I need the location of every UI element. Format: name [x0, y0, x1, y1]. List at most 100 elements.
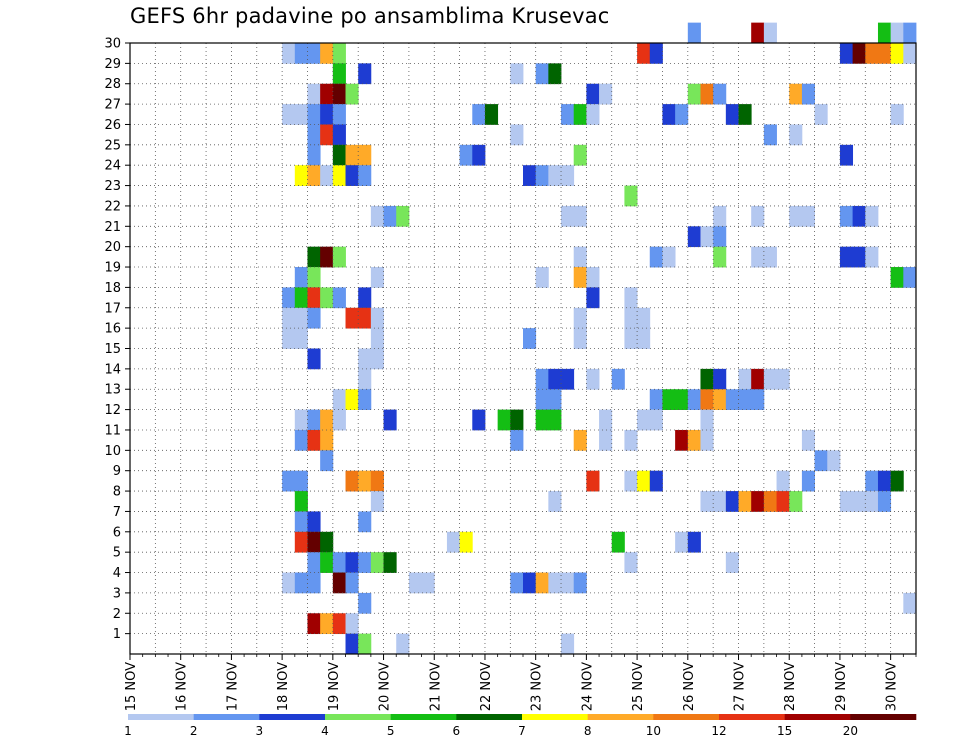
heatmap-cell	[852, 43, 866, 64]
heatmap-cell	[687, 429, 701, 451]
y-tick-label: 13	[104, 383, 121, 398]
heatmap-cell	[383, 552, 397, 573]
heatmap-cell	[713, 83, 727, 105]
heatmap-cell	[307, 409, 321, 431]
heatmap-cell	[535, 63, 549, 85]
heatmap-cell	[789, 124, 803, 146]
heatmap-cell	[294, 43, 308, 64]
heatmap-cell	[713, 368, 727, 390]
y-tick-label: 1	[113, 627, 121, 642]
heatmap-cell	[890, 43, 904, 64]
heatmap-cell	[801, 205, 815, 227]
heatmap-cell	[358, 307, 372, 329]
heatmap-cell	[307, 267, 321, 288]
heatmap-cell	[637, 307, 651, 329]
colorbar-segment	[325, 714, 391, 720]
colorbar-label: 5	[387, 724, 395, 738]
y-tick-label: 28	[104, 77, 121, 92]
heatmap-cell	[307, 613, 321, 635]
heatmap-cell	[586, 368, 600, 390]
heatmap-cell	[738, 491, 752, 512]
heatmap-cell	[865, 43, 879, 64]
heatmap-cell	[370, 348, 384, 370]
heatmap-cell	[307, 511, 321, 533]
heatmap-cell	[510, 572, 524, 594]
y-tick-label: 9	[113, 464, 121, 479]
heatmap-cell	[332, 165, 346, 186]
heatmap-cell	[345, 613, 359, 635]
heatmap-cell	[789, 83, 803, 105]
heatmap-cell	[345, 307, 359, 329]
heatmap-cell	[713, 226, 727, 248]
y-tick-label: 15	[104, 342, 121, 357]
heatmap-cell	[599, 409, 613, 431]
heatmap-cell	[649, 470, 663, 492]
y-tick-label: 5	[113, 546, 121, 561]
heatmap-cell	[332, 552, 346, 573]
heatmap-cell	[370, 470, 384, 492]
heatmap-cell	[332, 83, 346, 105]
y-tick-label: 26	[104, 118, 121, 133]
heatmap-cell	[662, 389, 676, 410]
colorbar-segment	[850, 714, 917, 720]
x-tick-label: 17 NOV	[225, 662, 240, 711]
heatmap-cell	[497, 409, 511, 431]
heatmap-cell	[294, 531, 308, 553]
heatmap-cell	[307, 246, 321, 268]
heatmap-cell	[776, 491, 790, 512]
heatmap-cell	[801, 429, 815, 451]
heatmap-cell	[358, 633, 372, 655]
heatmap-cell	[738, 104, 752, 125]
heatmap-cell	[282, 307, 296, 329]
heatmap-cell	[789, 491, 803, 512]
heatmap-cell	[383, 409, 397, 431]
x-tick-label: 18 NOV	[276, 662, 291, 711]
heatmap-cell	[687, 22, 701, 44]
heatmap-cell	[865, 246, 879, 268]
heatmap-cell	[282, 328, 296, 349]
colorbar-label: 15	[777, 724, 792, 738]
heatmap-cell	[675, 429, 689, 451]
heatmap-cell	[649, 43, 663, 64]
heatmap-cell	[561, 205, 575, 227]
heatmap-cell	[358, 552, 372, 573]
heatmap-cell	[573, 246, 587, 268]
heatmap-cell	[599, 83, 613, 105]
x-tick-label: 19 NOV	[327, 662, 342, 711]
heatmap-cell	[675, 389, 689, 410]
heatmap-cell	[751, 491, 765, 512]
heatmap-cell	[523, 572, 537, 594]
heatmap-cell	[535, 368, 549, 390]
colorbar-label: 2	[190, 724, 198, 738]
heatmap-cell	[535, 389, 549, 410]
heatmap-cell	[370, 491, 384, 512]
heatmap-cell	[320, 165, 334, 186]
heatmap-cell	[358, 592, 372, 614]
heatmap-cell	[700, 389, 714, 410]
heatmap-cell	[700, 226, 714, 248]
heatmap-cell	[307, 83, 321, 105]
y-tick-label: 8	[113, 485, 121, 500]
heatmap-cell	[345, 633, 359, 655]
heatmap-cell	[890, 104, 904, 125]
heatmap-cell	[320, 287, 334, 309]
x-tick-label: 29 NOV	[834, 662, 849, 711]
heatmap-cell	[573, 572, 587, 594]
y-tick-label: 23	[104, 179, 121, 194]
heatmap-cell	[573, 429, 587, 451]
heatmap-cell	[307, 287, 321, 309]
heatmap-cell	[345, 165, 359, 186]
heatmap-cell	[294, 409, 308, 431]
heatmap-cell	[307, 429, 321, 451]
heatmap-cell	[358, 470, 372, 492]
colorbar-segment	[784, 714, 851, 720]
x-tick-label: 24 NOV	[580, 662, 595, 711]
heatmap-cell	[903, 592, 917, 614]
heatmap-cell	[370, 267, 384, 288]
x-tick-label: 30 NOV	[885, 662, 900, 711]
heatmap-cell	[332, 287, 346, 309]
heatmap-cell	[827, 450, 841, 472]
x-tick-label: 16 NOV	[175, 662, 190, 711]
